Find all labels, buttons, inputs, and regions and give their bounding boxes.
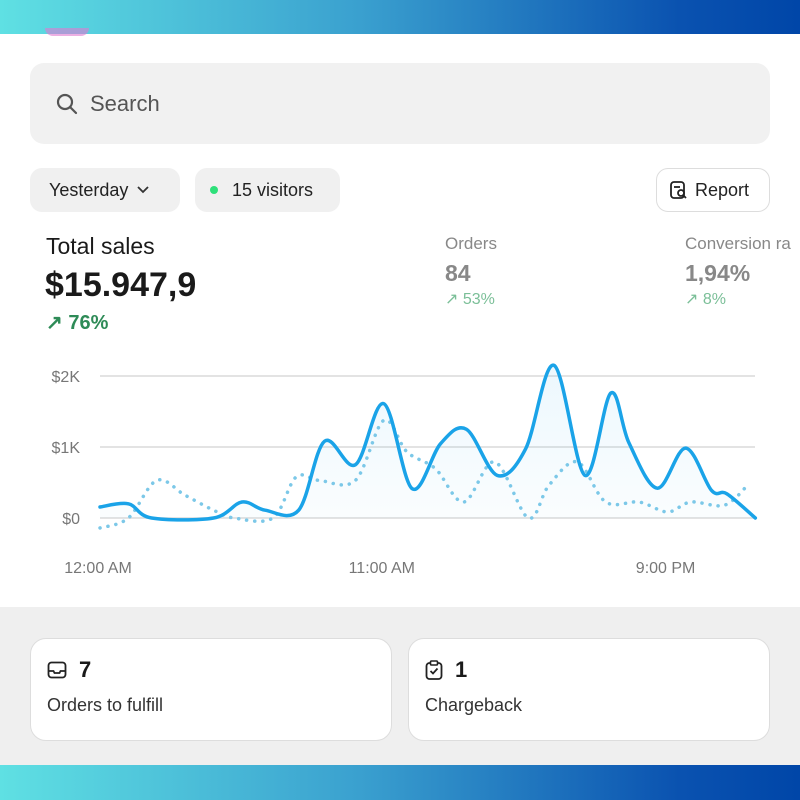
date-range-label: Yesterday (49, 179, 129, 200)
sales-chart: $0 $1K $2K 12:00 AM 11:00 AM 9:00 PM (52, 363, 758, 577)
total-sales-delta: ↗ 76% (46, 310, 108, 335)
top-gradient-band (0, 0, 800, 34)
date-range-dropdown[interactable]: Yesterday (30, 168, 180, 212)
avatar[interactable] (45, 28, 89, 36)
live-visitors-button[interactable]: 15 visitors (195, 168, 340, 212)
y-tick-label: $2K (52, 369, 81, 386)
comparison-series-line (98, 418, 750, 530)
metric-delta: ↗ 53% (445, 289, 497, 309)
search-icon (56, 93, 78, 114)
report-label: Report (695, 179, 750, 200)
x-tick-label: 9:00 PM (636, 560, 696, 577)
total-sales-value: $15.947,9 (45, 266, 197, 304)
card-label: Orders to fulfill (47, 695, 164, 715)
inbox-icon (47, 661, 67, 679)
metric-delta-value: 53% (462, 291, 495, 308)
y-tick-label: $0 (62, 511, 80, 528)
arrow-up-right-icon: ↗ (46, 312, 63, 334)
arrow-up-right-icon: ↗ (685, 291, 699, 308)
chargeback-card[interactable]: 1 Chargeback (408, 638, 770, 741)
search-placeholder: Search (90, 90, 160, 116)
card-label: Chargeback (425, 695, 523, 715)
report-button[interactable]: Report (656, 168, 770, 212)
live-dot-icon (210, 186, 218, 194)
metric-delta: ↗ 8% (685, 289, 791, 309)
chevron-down-icon (137, 186, 150, 194)
orders-to-fulfill-card[interactable]: 7 Orders to fulfill (30, 638, 392, 741)
y-tick-label: $1K (52, 440, 81, 457)
metric-value: 84 (445, 260, 471, 286)
bottom-gradient-band (0, 765, 800, 800)
visitors-label: 15 visitors (232, 179, 314, 200)
x-tick-label: 12:00 AM (64, 560, 132, 577)
metric-value: 1,94% (685, 260, 751, 286)
metric-label: Conversion ra (685, 234, 791, 253)
search-input[interactable]: Search (30, 63, 770, 144)
metric-conversion-rate[interactable]: Conversion ra 1,94% ↗ 8% (685, 234, 791, 309)
clipboard-check-icon (425, 660, 443, 680)
x-tick-label: 11:00 AM (349, 560, 415, 577)
total-sales-delta-value: 76% (68, 312, 109, 334)
total-sales-label: Total sales (46, 233, 155, 259)
arrow-up-right-icon: ↗ (445, 291, 459, 308)
metric-orders[interactable]: Orders 84 ↗ 53% (445, 234, 497, 309)
sales-series-line (98, 363, 758, 522)
report-search-icon (670, 181, 687, 199)
card-count: 1 (455, 657, 468, 682)
card-count: 7 (79, 657, 92, 682)
metric-delta-value: 8% (702, 291, 726, 308)
metric-label: Orders (445, 234, 497, 253)
sales-area (100, 365, 756, 520)
